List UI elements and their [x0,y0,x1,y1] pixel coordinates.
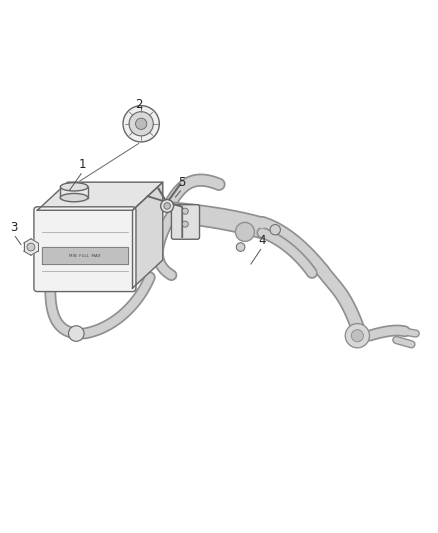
Circle shape [236,243,245,252]
Text: 2: 2 [135,98,143,111]
Polygon shape [24,247,31,255]
Circle shape [351,329,364,342]
FancyBboxPatch shape [171,205,200,239]
Text: 5: 5 [179,176,186,189]
FancyBboxPatch shape [34,207,136,292]
Text: MIN  FULL  MAX: MIN FULL MAX [69,254,101,257]
Circle shape [123,106,159,142]
Text: 3: 3 [10,221,17,234]
Ellipse shape [60,193,88,202]
Circle shape [161,199,173,213]
Polygon shape [42,247,128,264]
Polygon shape [24,239,31,247]
Circle shape [27,243,35,251]
Circle shape [270,224,280,235]
Circle shape [129,112,153,136]
Circle shape [236,222,254,241]
Circle shape [164,203,170,209]
Polygon shape [60,187,88,198]
Ellipse shape [60,183,88,191]
Circle shape [345,324,370,348]
Polygon shape [31,239,38,247]
Polygon shape [31,247,38,255]
Polygon shape [24,243,31,251]
Polygon shape [133,182,163,288]
Text: 4: 4 [258,234,266,247]
Text: 1: 1 [79,158,87,172]
Circle shape [182,221,188,227]
Circle shape [182,208,188,214]
Circle shape [68,326,84,341]
Polygon shape [37,182,163,211]
Polygon shape [31,243,38,251]
Circle shape [135,118,147,130]
